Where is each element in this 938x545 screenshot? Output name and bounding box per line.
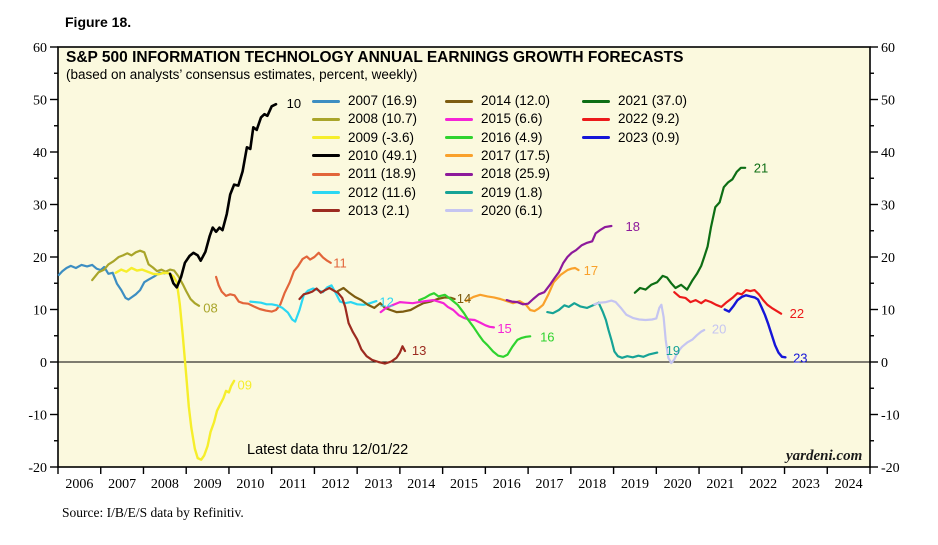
series-end-label-2010: 10 [287,96,301,111]
series-end-label-2008: 08 [203,300,217,315]
series-line-2010 [168,102,278,289]
x-axis-label: 2018 [578,477,606,492]
series-line-2016 [418,292,532,358]
y-axis-label-left: 40 [33,146,47,161]
watermark: yardeni.com [786,448,863,464]
y-axis-label-left: 20 [33,251,47,266]
y-axis-label-right: -20 [881,461,900,476]
series-end-label-2020: 20 [712,321,726,336]
y-axis-label-left: -20 [28,461,47,476]
series-line-2008 [91,249,201,307]
x-axis-label: 2022 [749,477,777,492]
series-line-2023 [723,294,787,359]
series-end-label-2022: 22 [790,306,804,321]
x-axis-label: 2013 [365,477,393,492]
y-axis-label-right: 60 [881,41,895,56]
x-axis-label: 2015 [450,477,478,492]
x-axis-label: 2016 [493,477,521,492]
chart-subtitle: (based on analysts’ consensus estimates,… [66,67,418,82]
source-note: Source: I/B/E/S data by Refinitiv. [62,505,244,520]
series-end-label-2009: 09 [237,378,251,393]
x-axis-label: 2010 [236,477,264,492]
series-line-2022 [673,289,783,315]
series-line-2013 [298,286,407,365]
y-axis-label-left: 0 [40,356,47,371]
x-axis-label: 2021 [706,477,734,492]
x-axis-label: 2024 [835,477,863,492]
x-axis-label: 2014 [407,477,435,492]
y-axis-label-left: 50 [33,94,47,109]
series-line-2012 [249,284,378,323]
series-end-label-2017: 17 [584,263,598,278]
y-axis-label-left: 10 [33,304,47,319]
y-axis-label-right: 30 [881,199,895,214]
y-axis-label-right: 10 [881,304,895,319]
y-axis-label-right: -10 [881,409,900,424]
figure-label: Figure 18. [65,14,132,30]
x-axis-label: 2006 [65,477,93,492]
x-axis-label: 2019 [621,477,649,492]
x-axis-label: 2012 [322,477,350,492]
x-axis-label: 2011 [279,477,306,492]
series-end-label-2011: 11 [333,255,347,270]
y-axis-label-right: 40 [881,146,895,161]
series-end-label-2018: 18 [626,219,640,234]
series-line-2021 [633,166,747,294]
series-line-2007 [57,263,166,301]
chart-title: S&P 500 INFORMATION TECHNOLOGY ANNUAL EA… [66,49,684,66]
series-end-label-2013: 13 [412,343,426,358]
series-line-2019 [546,301,659,359]
x-axis-label: 2009 [194,477,222,492]
series-line-2018 [505,224,613,306]
y-axis-label-right: 20 [881,251,895,266]
series-line-2011 [215,251,332,313]
x-axis-label: 2020 [664,477,692,492]
x-axis-label: 2017 [535,477,563,492]
series-line-2017 [465,266,580,313]
series-line-2009 [114,266,236,461]
series-end-label-2023: 23 [793,350,807,365]
latest-data-note: Latest data thru 12/01/22 [247,442,409,458]
series-line-2015 [379,299,495,329]
x-axis-label: 2007 [108,477,136,492]
x-axis-label: 2008 [151,477,179,492]
series-end-label-2019: 19 [666,343,680,358]
series-end-label-2021: 21 [754,160,768,175]
series-end-label-2015: 15 [497,321,511,336]
y-axis-label-left: 60 [33,41,47,56]
plot-frame [57,46,871,468]
series-line-2020 [593,299,706,365]
y-axis-label-right: 50 [881,94,895,109]
x-axis-label: 2023 [792,477,820,492]
series-end-label-2014: 14 [457,291,471,306]
y-axis-label-left: -10 [28,409,47,424]
y-axis-label-right: 0 [881,356,888,371]
y-axis-label-left: 30 [33,199,47,214]
series-end-label-2012: 12 [379,295,393,310]
series-line-2014 [336,286,456,314]
series-end-label-2016: 16 [540,329,554,344]
